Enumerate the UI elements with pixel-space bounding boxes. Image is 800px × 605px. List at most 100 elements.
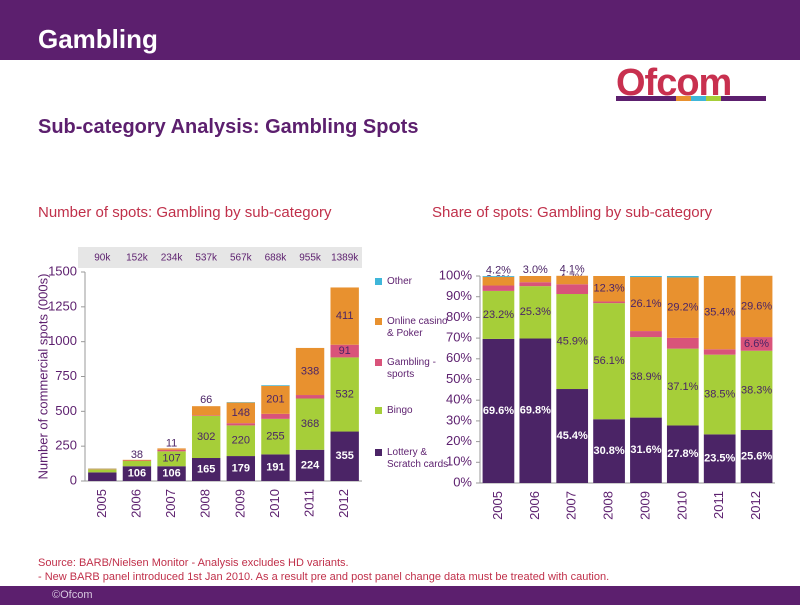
x-tick-label: 2008 [198, 489, 213, 518]
bar-segment [482, 285, 515, 291]
data-label: 4.2% [486, 265, 511, 277]
y-tick-label: 20% [446, 433, 472, 448]
x-tick-label: 2006 [128, 489, 143, 518]
bar-segment [740, 350, 773, 431]
bar-segment [157, 466, 186, 481]
y-tick-label: 70% [446, 330, 472, 345]
data-label: 69.6% [483, 405, 514, 417]
slide-title: Gambling [38, 24, 158, 54]
bar-segment [157, 451, 186, 467]
x-tick-label: 2009 [232, 489, 247, 518]
x-tick-label: 2006 [527, 491, 542, 520]
data-label: 37.1% [667, 381, 698, 393]
bar-segment [157, 448, 186, 450]
x-tick-label: 2009 [637, 491, 652, 520]
y-tick-label: 30% [446, 412, 472, 427]
y-tick-label: 0% [453, 474, 472, 489]
legend-swatch [375, 407, 382, 414]
total-label: 955k [299, 253, 322, 264]
data-label: 148 [232, 407, 250, 419]
copyright: ©Ofcom [52, 589, 93, 601]
data-label: 38.9% [630, 371, 661, 383]
x-tick-label: 2012 [748, 491, 763, 520]
y-tick-label: 0 [70, 472, 77, 487]
x-tick-label: 2011 [302, 489, 317, 517]
x-tick-label: 2010 [674, 491, 689, 520]
x-tick-label: 2005 [94, 489, 109, 518]
x-tick-label: 2007 [564, 491, 579, 520]
y-tick-label: 500 [55, 403, 77, 418]
data-label: 56.1% [593, 355, 624, 367]
bar-segment [593, 276, 625, 302]
total-label: 234k [161, 253, 184, 264]
x-tick-label: 2012 [336, 489, 351, 518]
legend-swatch [375, 318, 382, 325]
x-tick-label: 2011 [711, 491, 726, 519]
subtitle: Sub-category Analysis: Gambling Spots [38, 116, 419, 138]
data-label: 45.9% [557, 335, 588, 347]
y-axis-label: Number of commercial spots (000s) [35, 274, 50, 480]
data-label: 25.3% [520, 306, 551, 318]
bar-segment [330, 357, 359, 432]
data-label: 255 [266, 431, 284, 443]
bar-segment [666, 348, 699, 426]
bar-segment [482, 338, 515, 483]
x-tick-label: 2010 [267, 489, 282, 518]
bar-segment [88, 469, 117, 473]
data-label: 23.5% [704, 453, 735, 465]
data-label: 191 [266, 462, 284, 474]
bar-segment [630, 277, 662, 332]
bar-segment [330, 344, 359, 358]
data-label: 107 [162, 453, 180, 465]
bar-segment [666, 276, 699, 278]
data-label: 4.1% [560, 264, 585, 276]
legend-entry: Online casino & Poker [375, 316, 449, 340]
data-label: 45.4% [557, 430, 588, 442]
bar-segment [226, 425, 256, 457]
data-label: 26.1% [630, 298, 661, 310]
x-tick-label: 2007 [163, 489, 178, 518]
bar-segment [88, 468, 117, 470]
data-label: 91 [339, 345, 351, 357]
data-label: 532 [336, 388, 354, 400]
data-label: 38.5% [704, 388, 735, 400]
y-tick-label: 60% [446, 350, 472, 365]
bar-segment [666, 277, 699, 338]
data-label: 355 [336, 450, 354, 462]
bar-segment [261, 454, 290, 481]
chart-title: Share of spots: Gambling by sub-category [432, 204, 713, 221]
total-label: 1389k [331, 253, 359, 264]
data-label: 30.8% [593, 445, 624, 457]
data-label: 11 [166, 438, 177, 450]
total-label: 567k [230, 253, 253, 264]
data-label: 38 [131, 449, 143, 461]
legend-label: Gambling - sports [387, 357, 436, 380]
total-label: 90k [94, 253, 111, 264]
legend-label: Other [387, 276, 413, 287]
bar-segment [630, 417, 662, 483]
data-label: 179 [232, 462, 250, 474]
legend-swatch [375, 278, 382, 285]
total-band [78, 247, 362, 268]
bar-segment [630, 337, 662, 418]
note: - New BARB panel introduced 1st Jan 2010… [38, 571, 610, 583]
data-label: 29.6% [741, 300, 772, 312]
bar-segment [295, 395, 325, 399]
bar-segment [666, 337, 699, 349]
data-label: 23.2% [483, 309, 514, 321]
bar-segment [630, 331, 662, 338]
bar-segment [740, 337, 773, 351]
header-band: Gambling [0, 0, 800, 60]
bar-segment [740, 430, 773, 483]
y-tick-label: 90% [446, 288, 472, 303]
data-label: 411 [336, 310, 354, 322]
bar-segment [556, 389, 589, 483]
bar-segment [157, 449, 186, 452]
bar-segment [482, 290, 515, 339]
data-label: 368 [301, 418, 319, 430]
y-tick-label: 250 [55, 438, 77, 453]
data-label: 25.6% [741, 450, 772, 462]
bar-segment [666, 425, 699, 483]
